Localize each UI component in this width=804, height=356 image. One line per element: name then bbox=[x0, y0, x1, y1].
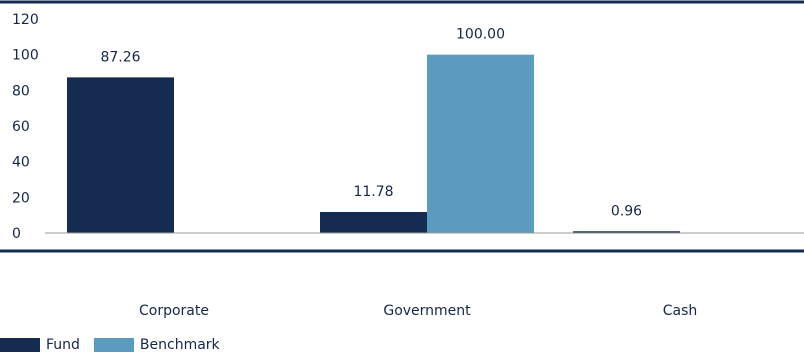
legend-item-fund: Fund bbox=[0, 337, 80, 353]
data-label-fund: 0.96 bbox=[611, 203, 642, 219]
bar-fund bbox=[573, 231, 680, 233]
y-tick-label: 80 bbox=[12, 83, 30, 99]
legend-swatch-benchmark bbox=[93, 338, 134, 352]
legend-label-fund: Fund bbox=[46, 337, 80, 353]
y-tick-label: 60 bbox=[12, 119, 30, 135]
data-label-fund: 87.26 bbox=[100, 49, 140, 65]
bar-benchmark bbox=[427, 54, 534, 233]
x-category-label: Government bbox=[383, 303, 471, 319]
y-tick-label: 120 bbox=[12, 12, 39, 28]
x-category-label: Cash bbox=[663, 303, 698, 319]
legend-swatch-fund bbox=[0, 338, 40, 352]
x-category-label: Corporate bbox=[139, 303, 209, 319]
legend-label-benchmark: Benchmark bbox=[139, 337, 220, 353]
y-tick-label: 20 bbox=[12, 190, 30, 206]
data-label-benchmark: 100.00 bbox=[456, 27, 505, 43]
y-tick-label: 40 bbox=[12, 155, 30, 171]
y-tick-label: 0 bbox=[12, 226, 21, 242]
legend-item-benchmark: Benchmark bbox=[93, 337, 220, 353]
bar-fund bbox=[320, 211, 427, 233]
y-tick-label: 100 bbox=[12, 48, 39, 64]
data-label-fund: 11.78 bbox=[353, 184, 393, 200]
legend: Fund Benchmark bbox=[0, 336, 234, 354]
bar-fund bbox=[67, 77, 174, 234]
